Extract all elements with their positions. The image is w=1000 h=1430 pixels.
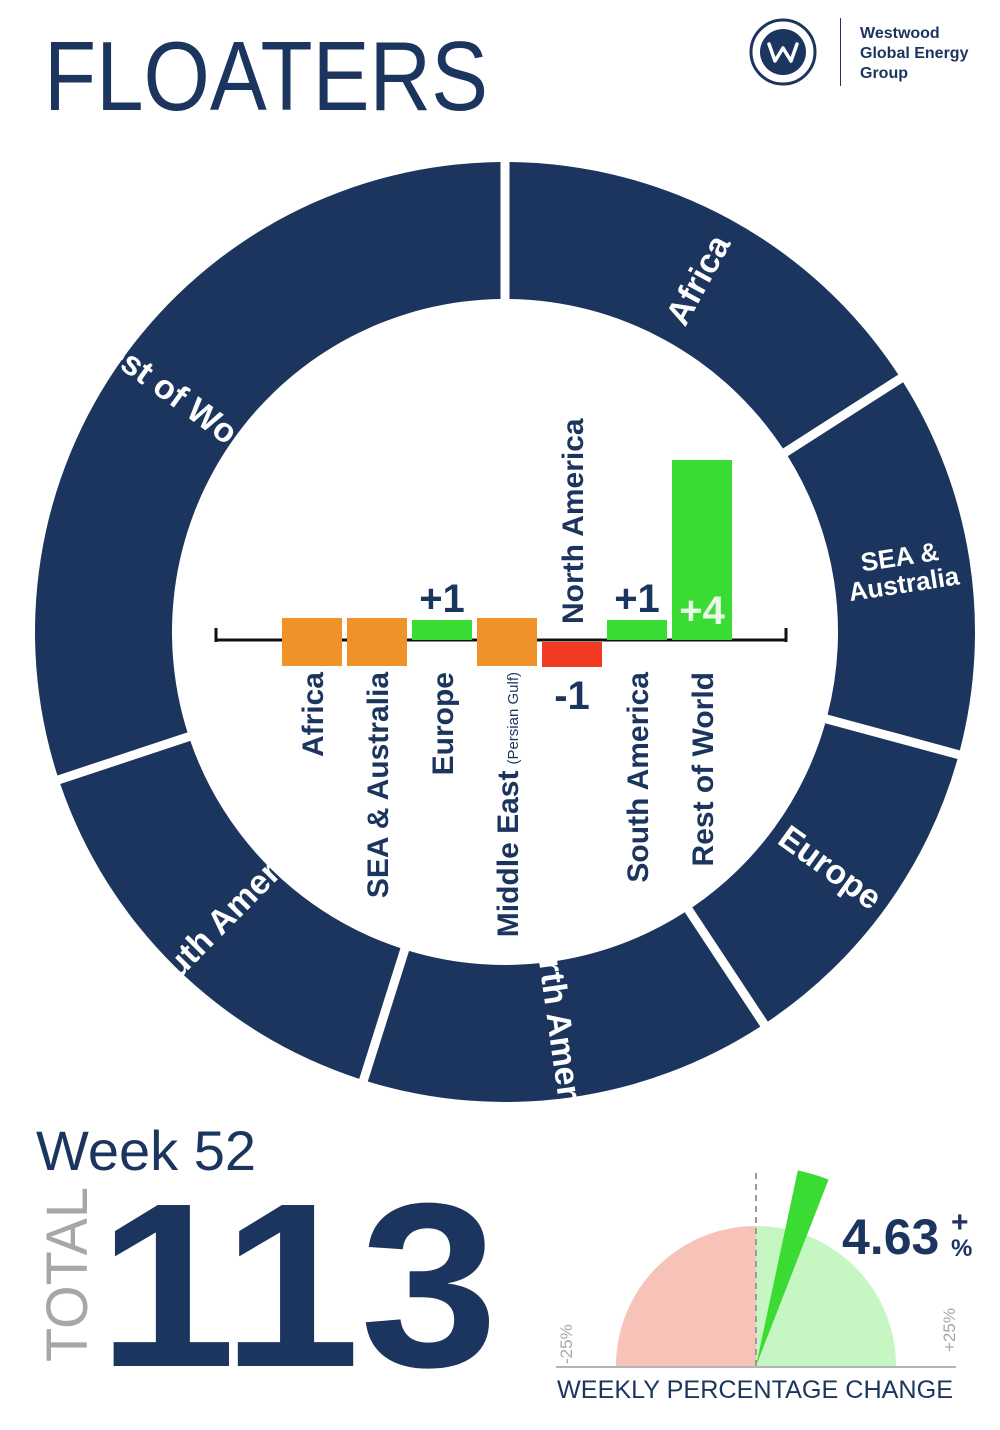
gauge-value-sign: +	[951, 1206, 969, 1239]
bar-category-label-africa: Africa	[297, 672, 330, 757]
donut-segment-europe	[692, 723, 958, 1022]
bar-value-label-europe: +1	[419, 577, 465, 621]
donut-segment-north-america	[367, 912, 761, 1102]
bar-value-label-rest-of-world: +4	[679, 589, 725, 633]
donut-segment-rest-of-world	[35, 162, 501, 776]
bar-south-america	[607, 620, 667, 640]
total-label: TOTAL	[35, 1187, 100, 1362]
week-label: Week 52	[36, 1119, 256, 1182]
company-name: Westwood Global Energy Group	[860, 24, 968, 84]
regional-change-bar-chart: Africa SEA & Australia +1 Europe Middle East…	[214, 418, 788, 937]
bar-europe	[412, 620, 472, 640]
company-name-line: Global Energy	[860, 45, 969, 62]
gauge-negative-half	[616, 1226, 756, 1366]
bar-africa	[282, 618, 342, 666]
bar-middle-east	[477, 618, 537, 666]
company-name-line: Group	[860, 65, 908, 82]
bar-category-label-rest-of-world: Rest of World	[687, 672, 720, 866]
donut-segment-south-america	[60, 740, 401, 1079]
donut-segment-sea-and-australia	[787, 382, 975, 751]
bar-north-america	[542, 642, 602, 667]
company-name-line: Westwood	[860, 25, 940, 42]
donut-segment-africa	[509, 162, 899, 449]
gauge-value: 4.63	[842, 1209, 939, 1265]
bar-category-label-south-america: South America	[622, 672, 655, 883]
gauge-caption: WEEKLY PERCENTAGE CHANGE	[557, 1376, 953, 1404]
page-title: FLOATERS	[44, 21, 488, 131]
bar-value-label-south-america: +1	[614, 577, 660, 621]
bar-sea-and-australia	[347, 618, 407, 666]
bar-category-label-europe: Europe	[427, 672, 460, 775]
gauge-min-label: -25%	[557, 1324, 576, 1364]
gauge-needle	[756, 1170, 829, 1366]
bar-category-label-north-america: North America	[557, 418, 590, 624]
bar-category-label-middle-east: Middle East(Persian Gulf)	[492, 672, 525, 937]
bar-value-label-north-america: -1	[554, 674, 590, 718]
bar-category-label-sea-and-australia: SEA & Australia	[362, 672, 395, 898]
gauge-value-unit: %	[951, 1235, 972, 1262]
w-logo-icon	[749, 18, 817, 86]
logo-divider	[840, 18, 841, 86]
total-value: 113	[98, 1154, 498, 1416]
gauge-max-label: +25%	[940, 1308, 959, 1352]
bar-rest-of-world	[672, 460, 732, 640]
weekly-change-gauge: 4.63 +% -25% +25% WEEKLY PERCENTAGE CHANGE	[556, 1168, 972, 1404]
